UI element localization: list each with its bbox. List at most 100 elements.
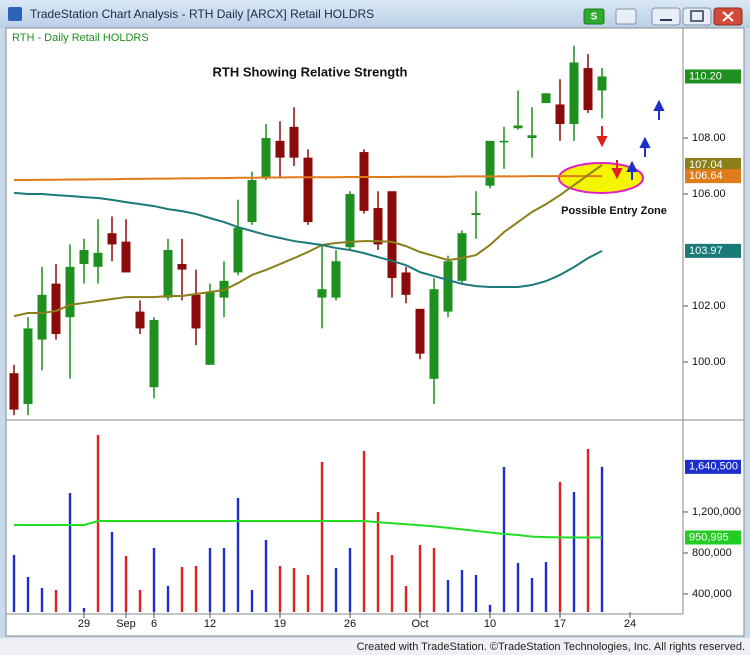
x-tick-label: 29 xyxy=(78,618,90,630)
candle-body xyxy=(513,125,523,129)
volume-bar xyxy=(138,589,142,612)
x-tick-label: 10 xyxy=(484,618,496,630)
volume-bar xyxy=(348,547,352,612)
volume-bar xyxy=(82,608,86,612)
candle-body xyxy=(471,213,481,216)
y-tick-label: 1,200,000 xyxy=(692,506,741,518)
volume-bar xyxy=(404,585,408,612)
candle-body xyxy=(373,208,383,245)
value-badge-label: 1,640,500 xyxy=(689,461,738,473)
volume-bar xyxy=(446,579,450,612)
candle-body xyxy=(191,294,201,329)
candle-body xyxy=(37,294,47,340)
volume-bar xyxy=(222,547,226,612)
volume-bar xyxy=(278,565,282,612)
candle-body xyxy=(457,233,467,281)
volume-bar xyxy=(180,567,184,612)
candle-body xyxy=(65,266,75,318)
candle-body xyxy=(597,76,607,91)
x-tick-label: 19 xyxy=(274,618,286,630)
volume-bar xyxy=(306,575,310,612)
moving-average xyxy=(14,175,602,182)
entry-zone-highlight xyxy=(558,162,644,194)
volume-bar xyxy=(194,565,198,612)
value-badge-label: 103.97 xyxy=(689,245,723,257)
volume-bar xyxy=(12,555,16,612)
candle-body xyxy=(289,126,299,158)
y-tick-label: 400,000 xyxy=(692,588,732,600)
value-badge-label: 950,995 xyxy=(689,531,729,543)
x-tick-label: 12 xyxy=(204,618,216,630)
candle-body xyxy=(93,252,103,267)
volume-bar xyxy=(544,561,548,612)
signal-arrows xyxy=(596,99,665,180)
candle-body xyxy=(345,194,355,248)
volume-bar xyxy=(250,589,254,612)
volume-bar xyxy=(68,493,72,612)
maximize-icon xyxy=(690,10,704,22)
value-badge xyxy=(685,69,741,84)
candle-body xyxy=(331,261,341,298)
volume-bar xyxy=(488,604,492,612)
footer-bar xyxy=(0,638,750,655)
volume-bar xyxy=(558,481,562,612)
candle-body xyxy=(499,140,509,143)
candle-body xyxy=(541,93,551,104)
x-tick-label: Sep xyxy=(116,618,136,630)
x-tick-label: 26 xyxy=(344,618,356,630)
maximize-button[interactable] xyxy=(682,7,712,26)
annotation: RTH Showing Relative Strength xyxy=(212,64,407,79)
x-tick-label: 17 xyxy=(554,618,566,630)
candle-body xyxy=(177,264,187,270)
volume-bar xyxy=(54,589,58,612)
volume-bar xyxy=(600,466,604,612)
value-badge xyxy=(685,530,741,545)
moving-average xyxy=(14,519,603,539)
volume-bar xyxy=(320,461,324,612)
candle-body xyxy=(79,250,89,265)
candle-body xyxy=(247,180,257,223)
y-tick-label: 108.00 xyxy=(692,132,726,144)
candle-body xyxy=(275,140,285,158)
volume-bar xyxy=(292,567,296,612)
candle-body xyxy=(9,373,19,410)
menu-button[interactable] xyxy=(615,8,637,25)
app-icon xyxy=(8,7,22,21)
candle-body xyxy=(121,241,131,273)
y-tick-label: 106.00 xyxy=(692,188,726,200)
volume-bar xyxy=(516,563,520,612)
candle-body xyxy=(527,135,537,139)
candle-body xyxy=(387,191,397,279)
candle-body xyxy=(485,140,495,186)
value-badge xyxy=(685,243,741,258)
s-button[interactable] xyxy=(583,8,605,25)
candle-body xyxy=(149,320,159,388)
s-button-label: S xyxy=(591,12,598,23)
volume-bar xyxy=(362,451,366,612)
footer-text: Created with TradeStation. ©TradeStation… xyxy=(357,641,745,653)
volume-bar xyxy=(124,555,128,612)
candle-body xyxy=(303,157,313,223)
volume-bar xyxy=(236,497,240,612)
volume-bar xyxy=(26,576,30,612)
x-tick-label: Oct xyxy=(411,618,428,630)
value-badge-label: 107.04 xyxy=(689,159,723,171)
candle-body xyxy=(233,227,243,273)
down-arrow xyxy=(596,126,608,148)
volume-bar xyxy=(152,547,156,612)
moving-average xyxy=(13,191,603,288)
value-badge-label: 106.64 xyxy=(689,170,723,182)
volume-bar xyxy=(474,575,478,612)
moving-average xyxy=(13,164,603,318)
candle-body xyxy=(401,272,411,295)
volume-bar xyxy=(166,585,170,612)
chart-area xyxy=(5,27,745,637)
volume-bar xyxy=(418,544,422,612)
volume-bar xyxy=(502,466,506,612)
volume-bar xyxy=(96,435,100,612)
candle-body xyxy=(163,250,173,298)
candle-body xyxy=(107,233,117,245)
minimize-button[interactable] xyxy=(651,7,681,26)
up-arrow xyxy=(639,136,651,157)
candle-body xyxy=(443,261,453,312)
